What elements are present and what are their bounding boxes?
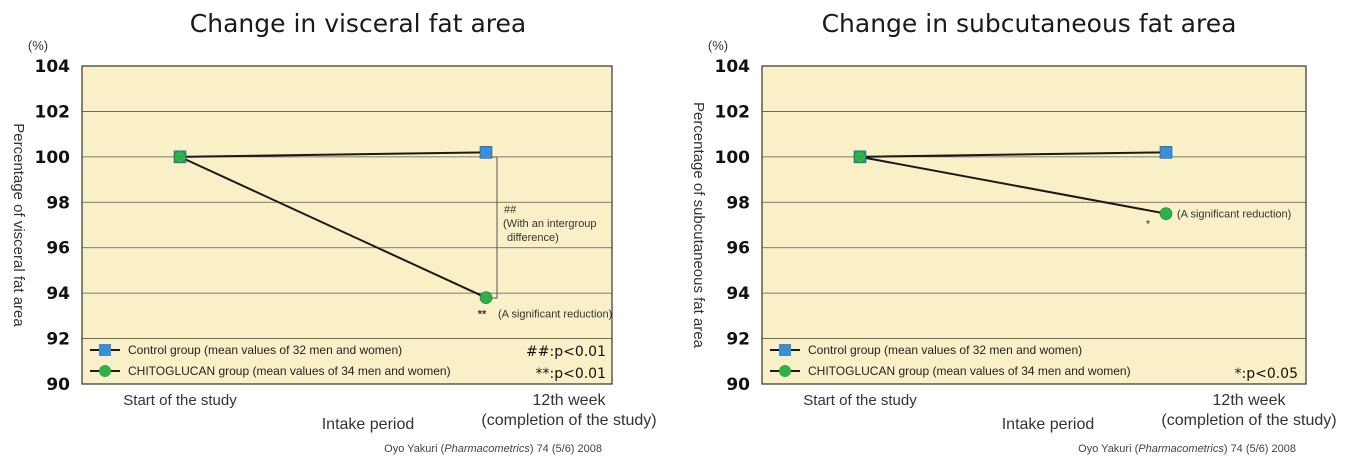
bracket-text-line2: difference) <box>507 232 559 244</box>
annotation-text: (A significant reduction) <box>498 309 612 321</box>
y-tick-label: 98 <box>726 193 750 213</box>
x-tick-label-end: 12th week <box>533 392 607 409</box>
y-unit-label: (%) <box>708 38 728 53</box>
y-tick-label: 90 <box>726 375 750 395</box>
legend-label: Control group (mean values of 32 men and… <box>808 343 1082 357</box>
source-volume: ) 74 (5/6) 2008 <box>530 443 602 455</box>
y-axis-label: Percentage of visceral fat area <box>10 123 27 327</box>
annotation-mark: * <box>1146 219 1151 231</box>
subcutaneous-fat-chart-panel: Change in subcutaneous fat area (%) 90 92 94… <box>680 0 1360 459</box>
data-point-circle <box>1159 207 1173 220</box>
series-line-0 <box>859 151 1167 158</box>
source-journal: Pharmacometrics <box>1138 443 1224 455</box>
legend-marker-circle <box>99 365 111 377</box>
subcutaneous-fat-chart: Change in subcutaneous fat area (%) 90 92 94… <box>690 9 1337 455</box>
y-tick-label: 96 <box>726 239 750 259</box>
x-axis-label: Intake period <box>1002 416 1095 433</box>
y-tick-label: 100 <box>715 148 751 168</box>
legend-marker-square <box>99 344 111 356</box>
significance-label: **:p<0.01 <box>535 366 606 382</box>
visceral-fat-chart-panel: Change in visceral fat area (%) 90 92 94 96 98… <box>10 9 657 455</box>
series-line-1 <box>179 155 487 299</box>
data-point-circle <box>173 150 187 164</box>
legend-label: CHITOGLUCAN group (mean values of 34 men… <box>128 364 451 378</box>
x-tick-label-end-sub: (completion of the study) <box>481 412 656 429</box>
legend-label: Control group (mean values of 32 men and… <box>128 343 402 357</box>
y-tick-label: 104 <box>715 57 751 77</box>
x-tick-label-end-sub: (completion of the study) <box>1161 412 1336 429</box>
source-journal: Pharmacometrics <box>444 443 530 455</box>
x-tick-label-start: Start of the study <box>803 392 917 409</box>
x-tick-label-start: Start of the study <box>123 392 237 409</box>
series-line-0 <box>179 151 487 158</box>
data-point-square <box>1159 146 1173 159</box>
significance-label: ##:p<0.01 <box>526 344 606 360</box>
chart-title: Change in subcutaneous fat area <box>822 9 1237 38</box>
source-note: Oyo Yakuri (Pharmacometrics) 74 (5/6) 20… <box>384 443 602 455</box>
plot-area <box>761 65 1307 385</box>
y-tick-label: 96 <box>46 239 70 259</box>
y-tick-label: 92 <box>46 330 70 350</box>
source-note: Oyo Yakuri (Pharmacometrics) 74 (5/6) 20… <box>1078 443 1296 455</box>
legend-marker-square <box>779 344 791 356</box>
visceral-fat-chart: Change in visceral fat area (%) 90 92 94 96 98… <box>10 9 657 455</box>
annotation-text: (A significant reduction) <box>1177 209 1291 221</box>
y-tick-label: 104 <box>35 57 71 77</box>
data-point-circle <box>479 291 493 304</box>
source-volume: ) 74 (5/6) 2008 <box>1224 443 1296 455</box>
source-text: Oyo Yakuri ( <box>1078 443 1138 455</box>
data-point-square <box>479 146 493 159</box>
x-tick-label-end: 12th week <box>1213 392 1287 409</box>
legend-marker-circle <box>779 365 791 377</box>
y-unit-label: (%) <box>28 38 48 53</box>
bracket-text-line1: (With an intergroup <box>503 218 597 230</box>
x-axis-label: Intake period <box>322 416 415 433</box>
y-tick-label: 102 <box>35 102 71 122</box>
y-tick-label: 92 <box>726 330 750 350</box>
y-tick-label: 100 <box>35 148 71 168</box>
plot-area <box>81 65 613 385</box>
series-line-1 <box>859 155 1167 215</box>
y-tick-label: 102 <box>715 102 751 122</box>
chart-title: Change in visceral fat area <box>190 9 526 38</box>
significance-bracket <box>491 156 498 299</box>
y-axis-label: Percentage of subcutaneous fat area <box>690 102 707 349</box>
y-tick-label: 94 <box>726 284 750 304</box>
significance-label: *:p<0.05 <box>1234 366 1298 382</box>
annotation-mark: ** <box>478 309 487 321</box>
bracket-mark: ## <box>504 204 517 216</box>
legend-label: CHITOGLUCAN group (mean values of 34 men… <box>808 364 1131 378</box>
y-tick-label: 98 <box>46 193 70 213</box>
data-point-circle <box>853 150 867 164</box>
y-tick-label: 94 <box>46 284 70 304</box>
source-text: Oyo Yakuri ( <box>384 443 444 455</box>
y-tick-label: 90 <box>46 375 70 395</box>
